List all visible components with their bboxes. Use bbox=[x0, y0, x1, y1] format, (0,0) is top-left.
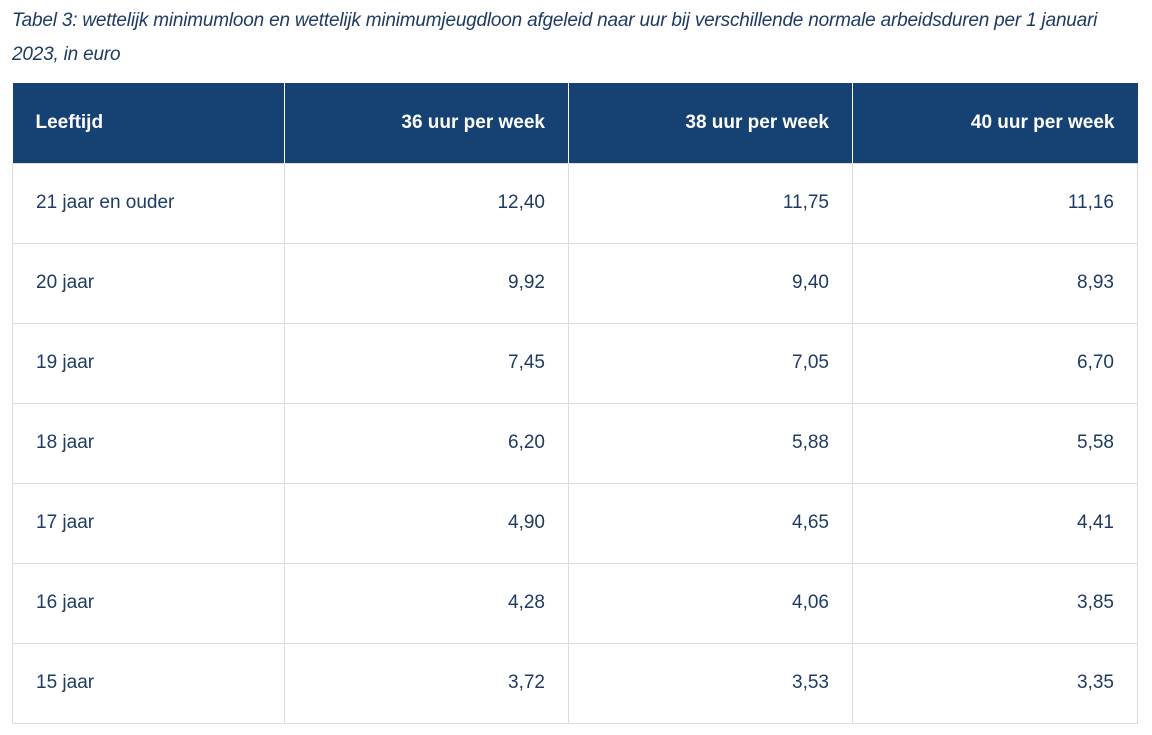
row-age-label: 17 jaar bbox=[12, 482, 285, 564]
cell-36-hours: 3,72 bbox=[284, 642, 569, 724]
row-age-label: 21 jaar en ouder bbox=[12, 162, 285, 244]
cell-36-hours: 4,90 bbox=[284, 482, 569, 564]
row-age-label: 19 jaar bbox=[12, 322, 285, 404]
cell-40-hours: 5,58 bbox=[852, 402, 1138, 484]
row-age-label: 15 jaar bbox=[12, 642, 285, 724]
minimum-wage-table: Leeftijd 36 uur per week 38 uur per week… bbox=[12, 83, 1138, 724]
cell-38-hours: 9,40 bbox=[568, 242, 853, 324]
table-row: 16 jaar 4,28 4,06 3,85 bbox=[12, 562, 1138, 644]
header-40-hours: 40 uur per week bbox=[852, 83, 1138, 163]
cell-36-hours: 12,40 bbox=[284, 162, 569, 244]
table-row: 19 jaar 7,45 7,05 6,70 bbox=[12, 322, 1138, 404]
row-age-label: 16 jaar bbox=[12, 562, 285, 644]
header-row: Leeftijd 36 uur per week 38 uur per week… bbox=[12, 83, 1138, 163]
table-header: Leeftijd 36 uur per week 38 uur per week… bbox=[12, 83, 1138, 163]
cell-38-hours: 7,05 bbox=[568, 322, 853, 404]
cell-36-hours: 9,92 bbox=[284, 242, 569, 324]
cell-36-hours: 4,28 bbox=[284, 562, 569, 644]
cell-38-hours: 11,75 bbox=[568, 162, 853, 244]
table-caption: Tabel 3: wettelijk minimumloon en wettel… bbox=[12, 10, 1098, 65]
header-36-hours: 36 uur per week bbox=[284, 83, 569, 163]
cell-40-hours: 8,93 bbox=[852, 242, 1138, 324]
row-age-label: 18 jaar bbox=[12, 402, 285, 484]
cell-38-hours: 5,88 bbox=[568, 402, 853, 484]
table-row: 15 jaar 3,72 3,53 3,35 bbox=[12, 642, 1138, 724]
cell-36-hours: 7,45 bbox=[284, 322, 569, 404]
table-row: 18 jaar 6,20 5,88 5,58 bbox=[12, 402, 1138, 484]
header-age: Leeftijd bbox=[12, 83, 285, 163]
cell-40-hours: 3,85 bbox=[852, 562, 1138, 644]
cell-40-hours: 3,35 bbox=[852, 642, 1138, 724]
table-row: 21 jaar en ouder 12,40 11,75 11,16 bbox=[12, 162, 1138, 244]
row-age-label: 20 jaar bbox=[12, 242, 285, 324]
table-body: 21 jaar en ouder 12,40 11,75 11,16 20 ja… bbox=[12, 162, 1138, 724]
header-38-hours: 38 uur per week bbox=[568, 83, 853, 163]
cell-38-hours: 3,53 bbox=[568, 642, 853, 724]
cell-38-hours: 4,65 bbox=[568, 482, 853, 564]
cell-40-hours: 11,16 bbox=[852, 162, 1138, 244]
cell-40-hours: 6,70 bbox=[852, 322, 1138, 404]
cell-38-hours: 4,06 bbox=[568, 562, 853, 644]
table-row: 17 jaar 4,90 4,65 4,41 bbox=[12, 482, 1138, 564]
cell-36-hours: 6,20 bbox=[284, 402, 569, 484]
cell-40-hours: 4,41 bbox=[852, 482, 1138, 564]
table-row: 20 jaar 9,92 9,40 8,93 bbox=[12, 242, 1138, 324]
